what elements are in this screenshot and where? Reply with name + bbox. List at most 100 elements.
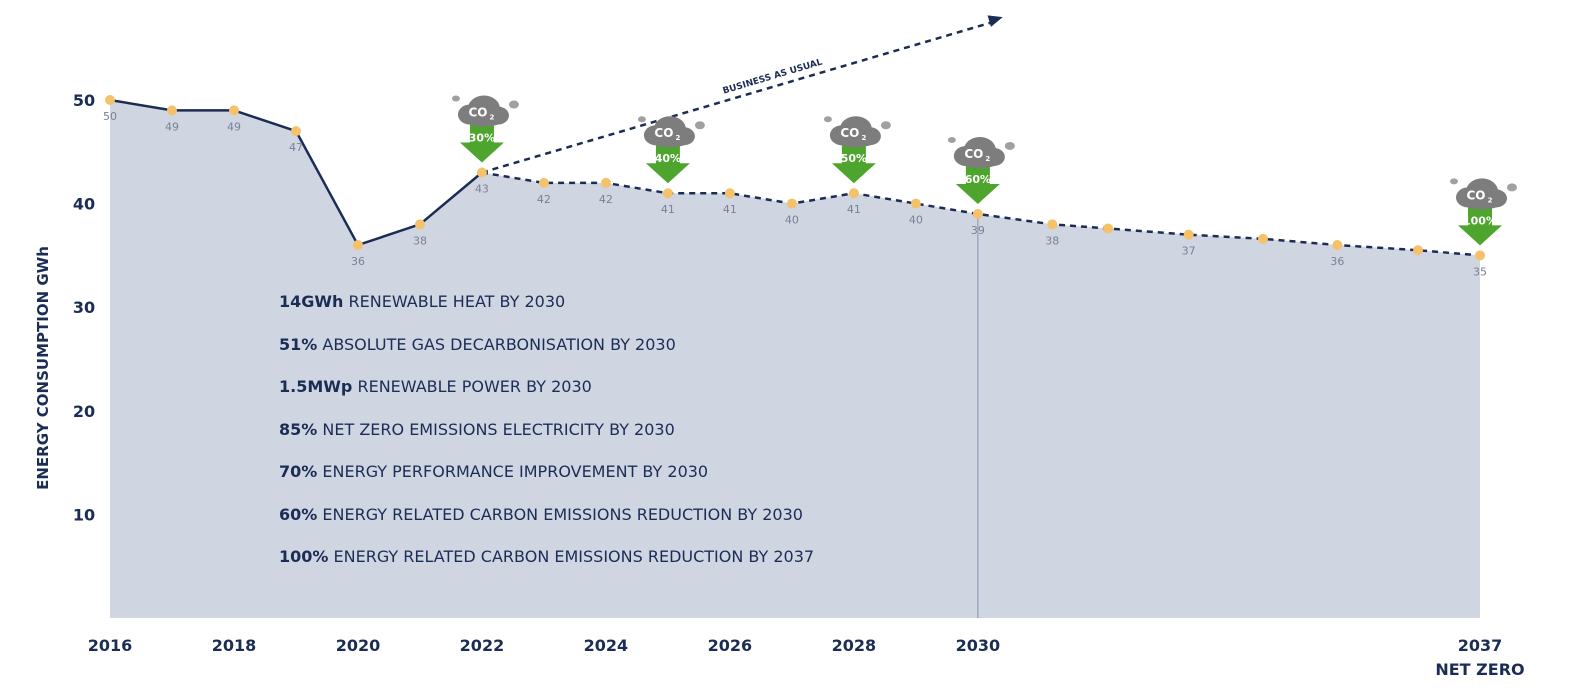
y-axis-label: ENERGY CONSUMPTION GWh <box>34 246 52 490</box>
data-point <box>1103 223 1114 234</box>
data-point <box>1413 245 1424 256</box>
x-tick-sublabel: NET ZERO <box>1435 660 1524 679</box>
data-label: 49 <box>165 120 179 133</box>
co2-subscript: 2 <box>675 134 680 142</box>
y-tick-label: 40 <box>73 195 95 214</box>
y-tick-label: 50 <box>73 91 95 110</box>
data-label: 35 <box>1473 265 1487 278</box>
co2-reduction-marker: 50% CO 2 <box>823 116 891 184</box>
business-as-usual-line <box>481 20 994 174</box>
cloud-icon <box>833 131 878 148</box>
data-label: 49 <box>227 120 241 133</box>
reduction-percent: 100% <box>1463 214 1497 227</box>
co2-reduction-marker: 60% CO 2 <box>947 136 1015 204</box>
data-label: 41 <box>661 203 675 216</box>
data-point <box>600 177 611 188</box>
y-tick-label: 30 <box>73 298 95 317</box>
target-item: 51% ABSOLUTE GAS DECARBONISATION BY 2030 <box>279 335 676 354</box>
cloud-puff-icon <box>947 136 956 143</box>
y-tick-label: 20 <box>73 402 95 421</box>
down-arrow-icon <box>459 124 504 163</box>
data-point <box>1047 219 1058 230</box>
x-tick-label: 2024 <box>584 636 629 655</box>
data-point <box>848 188 859 199</box>
co2-label: CO <box>1466 188 1485 202</box>
cloud-puff-icon <box>694 121 705 130</box>
data-label: 42 <box>537 193 551 206</box>
cloud-puff-icon <box>508 100 519 109</box>
data-label: 47 <box>289 141 303 154</box>
data-label: 43 <box>475 183 489 196</box>
data-point <box>662 188 673 199</box>
area-fill <box>110 100 1480 618</box>
data-point <box>476 167 487 178</box>
co2-reduction-marker: 40% CO 2 <box>637 116 705 184</box>
data-label: 40 <box>909 214 923 227</box>
data-label: 38 <box>1045 234 1059 247</box>
data-label: 41 <box>723 203 737 216</box>
co2-subscript: 2 <box>985 155 990 163</box>
data-point <box>414 219 425 230</box>
data-point <box>352 240 363 251</box>
data-label: 42 <box>599 193 613 206</box>
data-label: 40 <box>785 214 799 227</box>
target-item: 70% ENERGY PERFORMANCE IMPROVEMENT BY 20… <box>279 462 709 481</box>
data-point <box>290 126 301 137</box>
x-tick-label: 2018 <box>212 636 257 655</box>
x-tick-label: 2022 <box>460 636 505 655</box>
data-point <box>166 105 177 116</box>
data-label: 41 <box>847 203 861 216</box>
co2-subscript: 2 <box>1488 196 1493 204</box>
target-item: 60% ENERGY RELATED CARBON EMISSIONS REDU… <box>279 505 803 524</box>
data-label: 36 <box>1330 255 1344 268</box>
target-item: 1.5MWp RENEWABLE POWER BY 2030 <box>279 377 592 396</box>
data-point <box>972 208 983 219</box>
business-as-usual-arrowhead <box>987 15 1003 27</box>
area-fill-layer <box>110 100 1480 618</box>
cloud-icon <box>957 151 1002 168</box>
target-item: 14GWh RENEWABLE HEAT BY 2030 <box>279 292 566 311</box>
co2-label: CO <box>654 126 673 140</box>
data-labels-layer: 50 49 49 47 36 38 43 42 42 41 41 40 41 40 39 38 37 36 35 <box>103 110 1487 278</box>
x-tick-label: 2026 <box>708 636 753 655</box>
co2-label: CO <box>840 126 859 140</box>
data-label: 50 <box>103 110 117 123</box>
down-arrow-icon <box>831 145 876 184</box>
markers-layer <box>105 95 1485 261</box>
data-point <box>910 198 921 209</box>
co2-reduction-marker: 100% CO 2 <box>1450 178 1517 246</box>
cloud-puff-icon <box>880 121 891 130</box>
cloud-icon <box>461 110 506 127</box>
data-point <box>538 177 549 188</box>
down-arrow-icon <box>645 145 690 184</box>
cloud-puff-icon <box>1507 183 1517 192</box>
reduction-percent: 60% <box>965 173 991 186</box>
co2-subscript: 2 <box>490 114 495 122</box>
co2-subscript: 2 <box>861 134 866 142</box>
x-tick-label: 2020 <box>336 636 381 655</box>
cloud-puff-icon <box>637 116 646 123</box>
cloud-puff-icon <box>1450 178 1458 185</box>
co2-reduction-marker: 30% CO 2 <box>451 95 519 163</box>
cloud-puff-icon <box>823 116 832 123</box>
x-tick-label: 2016 <box>88 636 133 655</box>
data-point <box>724 188 735 199</box>
cloud-icon <box>1460 193 1504 210</box>
x-tick-label: 2030 <box>956 636 1001 655</box>
down-arrow-icon <box>955 165 1000 204</box>
data-point <box>228 105 239 116</box>
data-point <box>1332 240 1343 251</box>
co2-label: CO <box>468 106 487 120</box>
cloud-icon <box>647 131 692 148</box>
down-arrow-icon <box>1458 207 1502 246</box>
reduction-percent: 50% <box>841 152 867 165</box>
cloud-puff-icon <box>451 95 460 102</box>
data-label: 39 <box>971 224 985 237</box>
target-item: 100% ENERGY RELATED CARBON EMISSIONS RED… <box>279 547 815 566</box>
data-point <box>1183 229 1194 240</box>
reduction-percent: 30% <box>469 132 495 145</box>
data-point <box>1475 250 1485 261</box>
